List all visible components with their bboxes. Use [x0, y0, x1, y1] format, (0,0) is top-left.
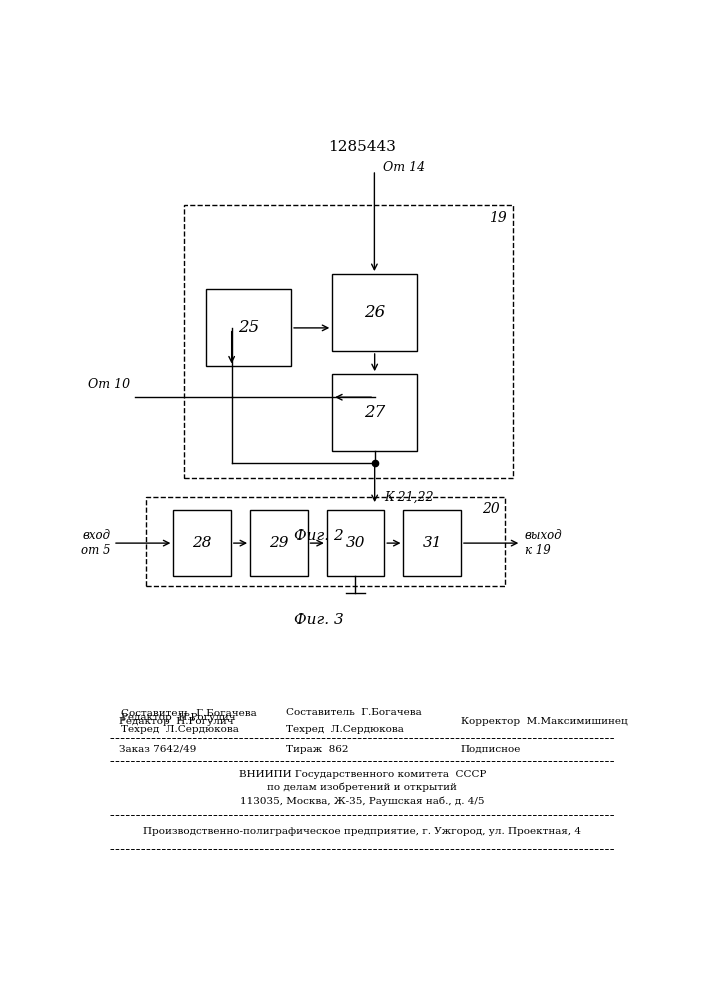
Text: Редактор  Н.Рогулич: Редактор Н.Рогулич: [122, 713, 236, 722]
Text: Фиг. 3: Фиг. 3: [293, 613, 344, 628]
Text: Корректор  М.Максимишинец: Корректор М.Максимишинец: [461, 717, 628, 726]
Text: Подписное: Подписное: [461, 745, 521, 754]
Text: Редактор  Н.Рогулич: Редактор Н.Рогулич: [119, 717, 233, 726]
Text: 26: 26: [364, 304, 385, 321]
Bar: [185, 205, 513, 478]
Bar: [327, 510, 385, 576]
Bar: [173, 510, 231, 576]
Text: 19: 19: [489, 211, 506, 225]
Text: Составитель  Г.Богачева: Составитель Г.Богачева: [286, 708, 421, 717]
Text: по делам изобретений и открытий: по делам изобретений и открытий: [267, 783, 457, 792]
Text: 31: 31: [423, 536, 442, 550]
Text: 30: 30: [346, 536, 366, 550]
Text: 1285443: 1285443: [328, 140, 397, 154]
Text: 29: 29: [269, 536, 288, 550]
Text: 28: 28: [192, 536, 212, 550]
Bar: [404, 510, 461, 576]
Text: 113035, Москва, Ж-35, Раушская наб., д. 4/5: 113035, Москва, Ж-35, Раушская наб., д. …: [240, 796, 484, 806]
Text: 20: 20: [481, 502, 499, 516]
Text: ВНИИПИ Государственного комитета  СССР: ВНИИПИ Государственного комитета СССР: [239, 770, 486, 779]
Bar: [332, 274, 417, 351]
Bar: [332, 374, 417, 451]
Bar: [206, 289, 291, 366]
Bar: [250, 510, 308, 576]
Text: Тираж  862: Тираж 862: [286, 745, 348, 754]
Text: вход
от 5: вход от 5: [81, 529, 110, 557]
Text: Заказ 7642/49: Заказ 7642/49: [119, 745, 196, 754]
Text: От 10: От 10: [88, 378, 131, 391]
Text: Техред  Л.Сердюкова: Техред Л.Сердюкова: [286, 725, 404, 734]
Text: Техред  Л.Сердюкова: Техред Л.Сердюкова: [122, 725, 239, 734]
Bar: [146, 497, 505, 586]
Text: 25: 25: [238, 319, 259, 336]
Text: От 14: От 14: [382, 161, 425, 174]
Text: Составитель  Г.Богачева: Составитель Г.Богачева: [122, 709, 257, 718]
Text: выход
к 19: выход к 19: [525, 529, 562, 557]
Text: Фиг. 2: Фиг. 2: [293, 529, 344, 543]
Text: Производственно-полиграфическое предприятие, г. Ужгород, ул. Проектная, 4: Производственно-полиграфическое предприя…: [144, 827, 581, 836]
Text: 27: 27: [364, 404, 385, 421]
Text: К 21,22: К 21,22: [385, 491, 434, 504]
